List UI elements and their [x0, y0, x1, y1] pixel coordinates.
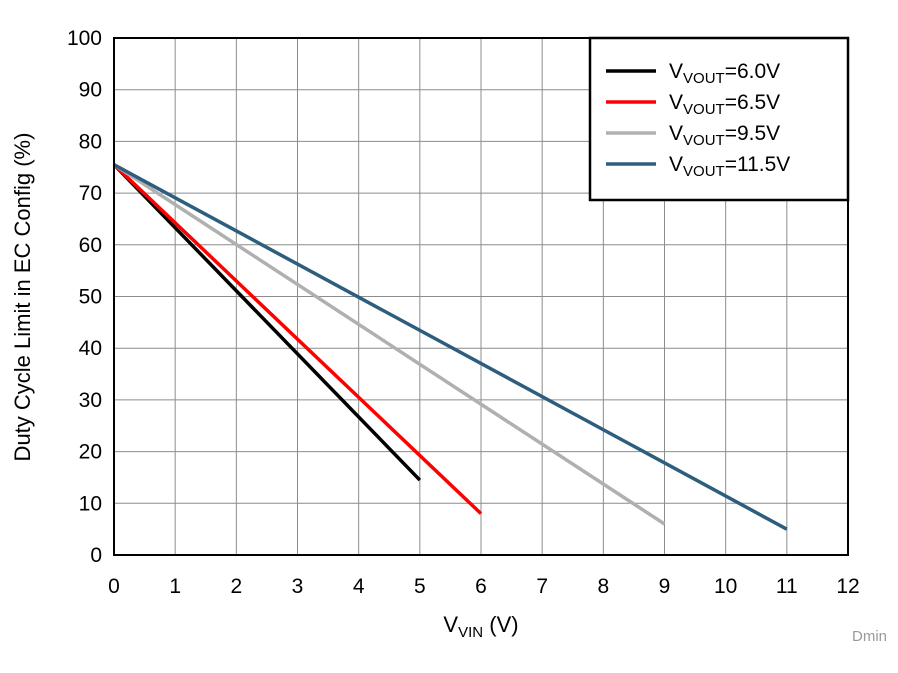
x-tick-labels: 0 1 2 3 4 5 6 7 8 9 10 11 12: [108, 575, 860, 598]
y-tick-label: 50: [79, 286, 102, 309]
series-line-4: [113, 163, 788, 531]
watermark-text: Dmin: [852, 628, 887, 645]
x-tick-label: 7: [536, 575, 548, 598]
x-tick-label: 9: [659, 575, 671, 598]
y-tick-label: 60: [79, 234, 102, 257]
x-tick-label: 2: [230, 575, 242, 598]
legend-label-4: VVOUT=11.5V: [669, 153, 790, 180]
legend-label-3: VVOUT=9.5V: [669, 122, 780, 149]
y-tick-label: 20: [79, 441, 102, 464]
y-tick-label: 40: [79, 337, 102, 360]
x-tick-label: 0: [108, 575, 120, 598]
x-tick-label: 12: [836, 575, 859, 598]
x-tick-label: 8: [597, 575, 609, 598]
legend-label-1: VVOUT=6.0V: [669, 60, 780, 87]
series-line-2: [112, 163, 483, 515]
y-axis-title: Duty Cycle Limit in EC Config (%): [10, 133, 35, 462]
y-tick-label: 70: [79, 182, 102, 205]
legend-label-2: VVOUT=6.5V: [669, 91, 780, 118]
series-line-3: [113, 163, 666, 526]
plot-border: [113, 37, 849, 556]
y-tick-labels: 0 10 20 30 40 50 60 70 80 90 100: [67, 27, 102, 567]
x-tick-label: 3: [292, 575, 304, 598]
x-tick-label: 6: [475, 575, 487, 598]
x-tick-label: 5: [414, 575, 426, 598]
y-tick-label: 30: [79, 389, 102, 412]
x-axis-title: VVIN (V): [443, 612, 518, 641]
legend: VVOUT=6.0V VVOUT=6.5V VVOUT=9.5V VVOUT=11.5…: [588, 36, 850, 202]
x-tick-label: 4: [353, 575, 365, 598]
series-lines: [112, 163, 788, 531]
legend-box: [588, 36, 850, 202]
y-tick-label: 10: [79, 492, 102, 515]
series-line-1: [112, 163, 422, 482]
y-tick-label: 0: [90, 544, 102, 567]
y-tick-label: 90: [79, 79, 102, 102]
y-tick-label: 100: [67, 27, 102, 50]
x-tick-label: 1: [169, 575, 181, 598]
y-tick-label: 80: [79, 130, 102, 153]
x-tick-label: 11: [776, 575, 798, 598]
x-tick-label: 10: [714, 575, 737, 598]
